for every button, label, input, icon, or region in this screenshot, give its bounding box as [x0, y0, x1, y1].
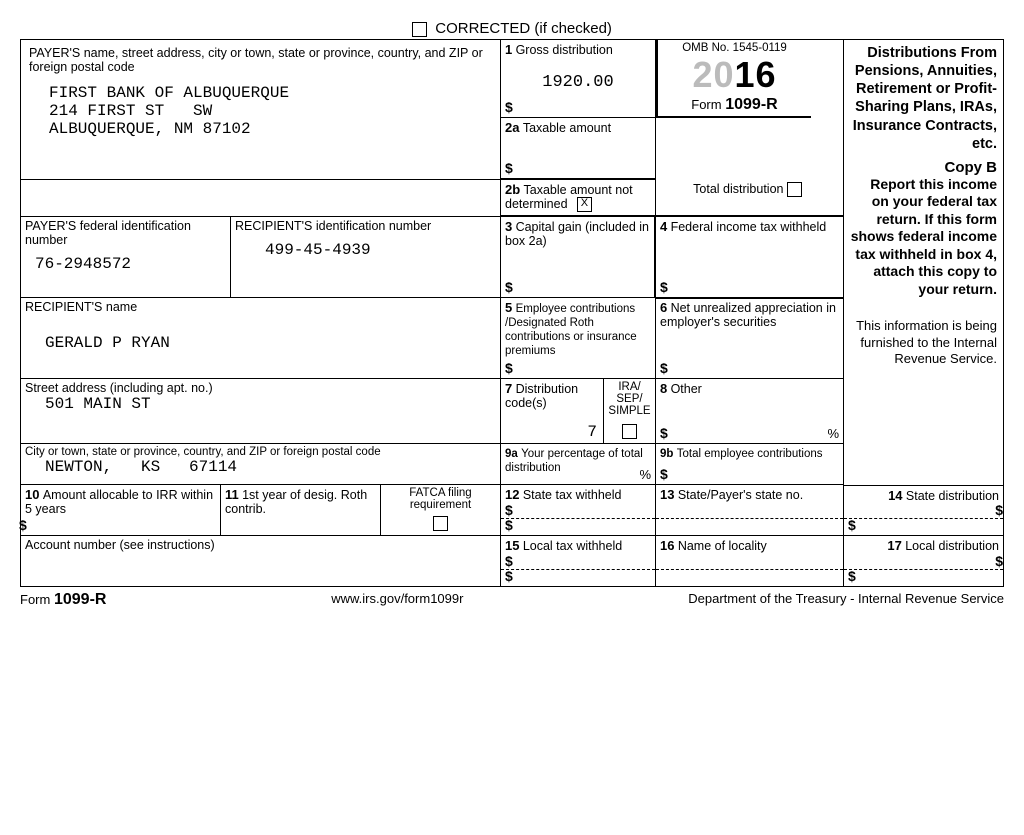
box-1-value: 1920.00: [505, 73, 651, 92]
furnished-text: This information is being furnished to t…: [850, 318, 997, 367]
year-block: OMB No. 1545-0119 2016 Form 1099-R: [656, 40, 811, 118]
form-footer: Form 1099-R www.irs.gov/form1099r Depart…: [20, 587, 1004, 609]
corrected-checkbox: [412, 22, 427, 37]
box-7-ira-check: [622, 424, 637, 439]
box-6: 6 Net unrealized appreciation in employe…: [656, 298, 843, 378]
payer-line1: FIRST BANK OF ALBUQUERQUE: [29, 84, 492, 102]
recipient-city: NEWTON, KS 67114: [25, 458, 496, 476]
box-11: 11 1st year of desig. Roth contrib.: [221, 485, 381, 535]
copy-b: Copy B: [850, 159, 997, 176]
payer-block: PAYER'S name, street address, city or to…: [21, 40, 501, 180]
recipient-street: 501 MAIN ST: [25, 395, 496, 413]
box-13: 13 State/Payer's state no.: [656, 485, 843, 535]
recipient-name-block: RECIPIENT'S name GERALD P RYAN: [21, 298, 501, 378]
box-2b-check2: [787, 182, 802, 197]
box-8: 8 Other $ %: [656, 379, 843, 443]
payer-fed-id: PAYER'S federal identification number 76…: [21, 217, 231, 297]
fatca: FATCA filing requirement: [381, 485, 501, 535]
box-5: 5 Employee contributions /Designated Rot…: [501, 298, 656, 378]
corrected-header: CORRECTED (if checked): [20, 20, 1004, 39]
box-2b-check1: X: [577, 197, 592, 212]
tax-year: 2016: [662, 54, 807, 96]
recipient-id: RECIPIENT'S identification number 499-45…: [231, 217, 501, 297]
box-15: 15 Local tax withheld $ $: [501, 536, 656, 586]
payer-line2: 214 FIRST ST SW: [29, 102, 492, 120]
report-text: Report this income on your federal tax r…: [850, 176, 997, 299]
right-title: Distributions From Pensions, Annuities, …: [850, 44, 997, 153]
omb-label: OMB No. 1545-0119: [662, 42, 807, 54]
payer-fed-id-value: 76-2948572: [25, 255, 226, 273]
box-9b: 9b Total employee contributions $: [656, 444, 843, 484]
right-column: Distributions From Pensions, Annuities, …: [843, 40, 1003, 586]
box-4: 4 Federal income tax withheld $: [656, 217, 843, 299]
box-7-value: 7: [587, 423, 597, 441]
box-2a: 2a Taxable amount $: [501, 118, 656, 180]
account-number: Account number (see instructions): [21, 536, 501, 586]
form-1099r: CORRECTED (if checked) PAYER'S name, str…: [20, 20, 1004, 609]
box-16: 16 Name of locality: [656, 536, 843, 586]
corrected-label: CORRECTED (if checked): [435, 20, 612, 37]
box-7: 7 Distribution code(s) 7: [501, 379, 604, 443]
payer-label: PAYER'S name, street address, city or to…: [29, 46, 492, 74]
box-17: 17 Local distribution $ $: [844, 536, 1003, 586]
footer-url: www.irs.gov/form1099r: [331, 591, 463, 609]
box-1: 1 Gross distribution 1920.00 $: [501, 40, 656, 118]
main-grid: PAYER'S name, street address, city or to…: [20, 39, 1004, 587]
recipient-street-block: Street address (including apt. no.) 501 …: [21, 379, 501, 443]
box-2b-left: 2b Taxable amount not determined X: [501, 180, 656, 216]
box-10: 10 Amount allocable to IRR within 5 year…: [21, 485, 221, 535]
recipient-city-block: City or town, state or province, country…: [21, 444, 501, 484]
box-3: 3 Capital gain (included in box 2a) $: [501, 217, 656, 297]
box-9a: 9a Your percentage of total distribution…: [501, 444, 656, 484]
blank-left-2b: [21, 180, 501, 216]
payer-line3: ALBUQUERQUE, NM 87102: [29, 120, 492, 138]
box-14: 14 State distribution $ $: [844, 486, 1003, 536]
recipient-id-value: 499-45-4939: [235, 241, 496, 259]
box-12: 12 State tax withheld $ $: [501, 485, 656, 535]
footer-dept: Department of the Treasury - Internal Re…: [688, 591, 1004, 609]
recipient-name: GERALD P RYAN: [25, 334, 496, 352]
box-2b-right: Total distribution: [656, 180, 843, 216]
box-7-ira: IRA/ SEP/ SIMPLE: [604, 379, 656, 443]
fatca-check: [433, 516, 448, 531]
